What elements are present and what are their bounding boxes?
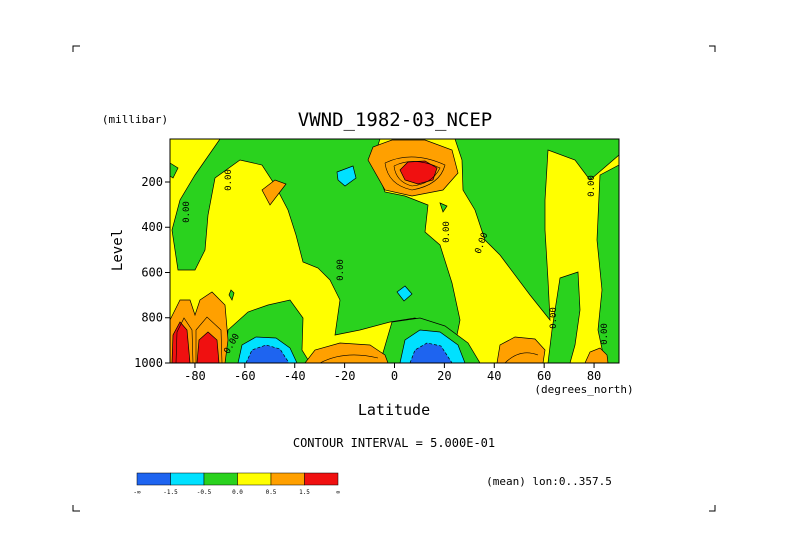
green-region-polar-north (596, 164, 619, 363)
green-region-main (171, 139, 461, 346)
y-units-label: (millibar) (102, 113, 168, 126)
y-tick-label: 600 (141, 265, 163, 279)
colorbar-label: 1.5 (299, 489, 310, 496)
blue-region-south (245, 344, 290, 363)
colorbar-label: -∞ (133, 489, 141, 496)
x-tick-label: -40 (284, 369, 306, 383)
colorbar: -∞ -1.5 -0.5 0.0 0.5 1.5 ∞ (133, 472, 340, 496)
contour-label: 0.00 (600, 323, 610, 345)
orange-region-60n-surface (496, 336, 546, 363)
contour-label: 0.00 (182, 201, 192, 223)
x-units-label: (degrees_north) (534, 383, 633, 396)
cyan-region-mid (396, 285, 413, 302)
x-tick-label: -80 (184, 369, 206, 383)
y-tick-label: 400 (141, 220, 163, 234)
colorbar-label: 0.0 (232, 489, 243, 496)
chart-title: VWND_1982-03_NCEP (298, 109, 492, 131)
x-tick-label: -60 (234, 369, 256, 383)
x-tick-label: 0 (391, 369, 398, 383)
x-tick-label: -20 (334, 369, 356, 383)
y-tick-label: 1000 (134, 356, 163, 370)
x-axis: -80 -60 -40 -20 0 20 40 60 80 (184, 363, 601, 383)
x-axis-label: Latitude (358, 401, 430, 419)
y-axis-label: Level (110, 229, 126, 271)
contour-label: 0.00 (336, 259, 346, 281)
colorbar-swatch (270, 472, 305, 486)
red-region-south-2 (196, 331, 220, 363)
contour-label: 0.00 (224, 169, 234, 191)
x-tick-label: 20 (437, 369, 451, 383)
cyan-region-upper (336, 165, 357, 187)
colorbar-swatch (136, 472, 171, 486)
green-region-60n (547, 271, 581, 363)
contour-interval-text: CONTOUR INTERVAL = 5.000E-01 (293, 436, 495, 450)
green-region-small-2 (439, 202, 448, 213)
red-region-jet (399, 160, 438, 185)
colorbar-label: -1.5 (163, 489, 178, 496)
colorbar-swatch (237, 472, 272, 486)
orange-region-90n-surface (584, 347, 609, 363)
colorbar-swatch (170, 472, 205, 486)
averaging-note: (mean) lon:0..357.5 (486, 475, 612, 488)
y-tick-label: 200 (141, 175, 163, 189)
y-axis: 200 400 600 800 1000 (134, 175, 170, 370)
blue-region-eq (409, 342, 453, 363)
y-tick-label: 800 (141, 311, 163, 325)
contour-lines (175, 156, 539, 363)
green-region-small-1 (170, 162, 179, 179)
colorbar-label: -0.5 (197, 489, 212, 496)
contour-label: 0.00 (587, 175, 597, 197)
contour-label: 0.00 (549, 307, 559, 329)
contour-label: 0.00 (442, 221, 452, 243)
colorbar-label: ∞ (336, 489, 340, 496)
orange-region-20s (304, 342, 389, 363)
green-region-small-3 (228, 289, 235, 301)
colorbar-swatch (304, 472, 339, 486)
colorbar-label: 0.5 (266, 489, 277, 496)
x-tick-label: 80 (587, 369, 601, 383)
x-tick-label: 40 (487, 369, 501, 383)
crop-marks (72, 45, 716, 512)
orange-region-upper-small (261, 179, 287, 206)
colorbar-swatch (203, 472, 238, 486)
green-region-north (454, 139, 619, 322)
x-tick-label: 60 (537, 369, 551, 383)
plot-area: 0.00 0.00 0.00 0.00 0.00 0.00 0.00 0.00 … (170, 139, 619, 363)
